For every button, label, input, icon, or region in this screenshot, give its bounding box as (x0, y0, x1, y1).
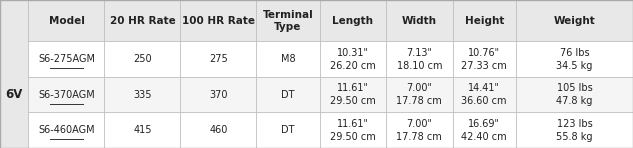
Text: 105 lbs
47.8 kg: 105 lbs 47.8 kg (556, 83, 592, 106)
Bar (386, 77, 453, 112)
Bar (104, 77, 180, 112)
Text: 415: 415 (133, 125, 152, 135)
Bar (386, 112, 453, 148)
Bar (320, 41, 386, 77)
Text: 335: 335 (133, 90, 152, 100)
Text: 7.13"
18.10 cm: 7.13" 18.10 cm (397, 48, 442, 71)
Text: 10.76"
27.33 cm: 10.76" 27.33 cm (461, 48, 507, 71)
Text: Height: Height (465, 16, 504, 26)
Bar (320, 0, 386, 41)
Bar (320, 112, 386, 148)
Text: DT: DT (281, 90, 295, 100)
Text: 7.00"
17.78 cm: 7.00" 17.78 cm (396, 119, 442, 142)
Text: 250: 250 (133, 54, 152, 64)
Bar (256, 77, 320, 112)
Bar (28, 0, 104, 41)
Bar (256, 0, 320, 41)
Text: 16.69"
42.40 cm: 16.69" 42.40 cm (461, 119, 507, 142)
Text: S6-460AGM: S6-460AGM (38, 125, 95, 135)
Text: M8: M8 (280, 54, 296, 64)
Bar (386, 0, 453, 41)
Text: 370: 370 (209, 90, 228, 100)
Bar (516, 0, 633, 41)
Bar (180, 41, 256, 77)
Text: 76 lbs
34.5 kg: 76 lbs 34.5 kg (556, 48, 592, 71)
Text: 100 HR Rate: 100 HR Rate (182, 16, 255, 26)
Bar (453, 0, 516, 41)
Bar (516, 112, 633, 148)
Bar (28, 112, 104, 148)
Bar (104, 112, 180, 148)
Text: 7.00"
17.78 cm: 7.00" 17.78 cm (396, 83, 442, 106)
Bar (0, 0, 28, 148)
Text: 275: 275 (209, 54, 228, 64)
Bar (104, 0, 180, 41)
Text: S6-275AGM: S6-275AGM (38, 54, 95, 64)
Text: Width: Width (402, 16, 437, 26)
Text: S6-370AGM: S6-370AGM (38, 90, 95, 100)
Text: 20 HR Rate: 20 HR Rate (110, 16, 175, 26)
Bar (453, 77, 516, 112)
Bar (453, 112, 516, 148)
Text: DT: DT (281, 125, 295, 135)
Text: 460: 460 (209, 125, 228, 135)
Bar (28, 41, 104, 77)
Bar (104, 41, 180, 77)
Text: 123 lbs
55.8 kg: 123 lbs 55.8 kg (556, 119, 592, 142)
Bar (256, 112, 320, 148)
Bar (180, 112, 256, 148)
Bar (256, 41, 320, 77)
Bar (453, 41, 516, 77)
Bar (28, 77, 104, 112)
Text: Weight: Weight (554, 16, 595, 26)
Text: Model: Model (49, 16, 84, 26)
Text: 14.41"
36.60 cm: 14.41" 36.60 cm (461, 83, 507, 106)
Bar (180, 0, 256, 41)
Bar (180, 77, 256, 112)
Text: 11.61"
29.50 cm: 11.61" 29.50 cm (330, 83, 376, 106)
Bar (386, 41, 453, 77)
Bar (516, 77, 633, 112)
Text: 10.31"
26.20 cm: 10.31" 26.20 cm (330, 48, 376, 71)
Text: Terminal
Type: Terminal Type (263, 10, 313, 32)
Text: 6V: 6V (6, 88, 23, 101)
Text: 11.61"
29.50 cm: 11.61" 29.50 cm (330, 119, 376, 142)
Bar (516, 41, 633, 77)
Text: Length: Length (332, 16, 373, 26)
Bar (320, 77, 386, 112)
